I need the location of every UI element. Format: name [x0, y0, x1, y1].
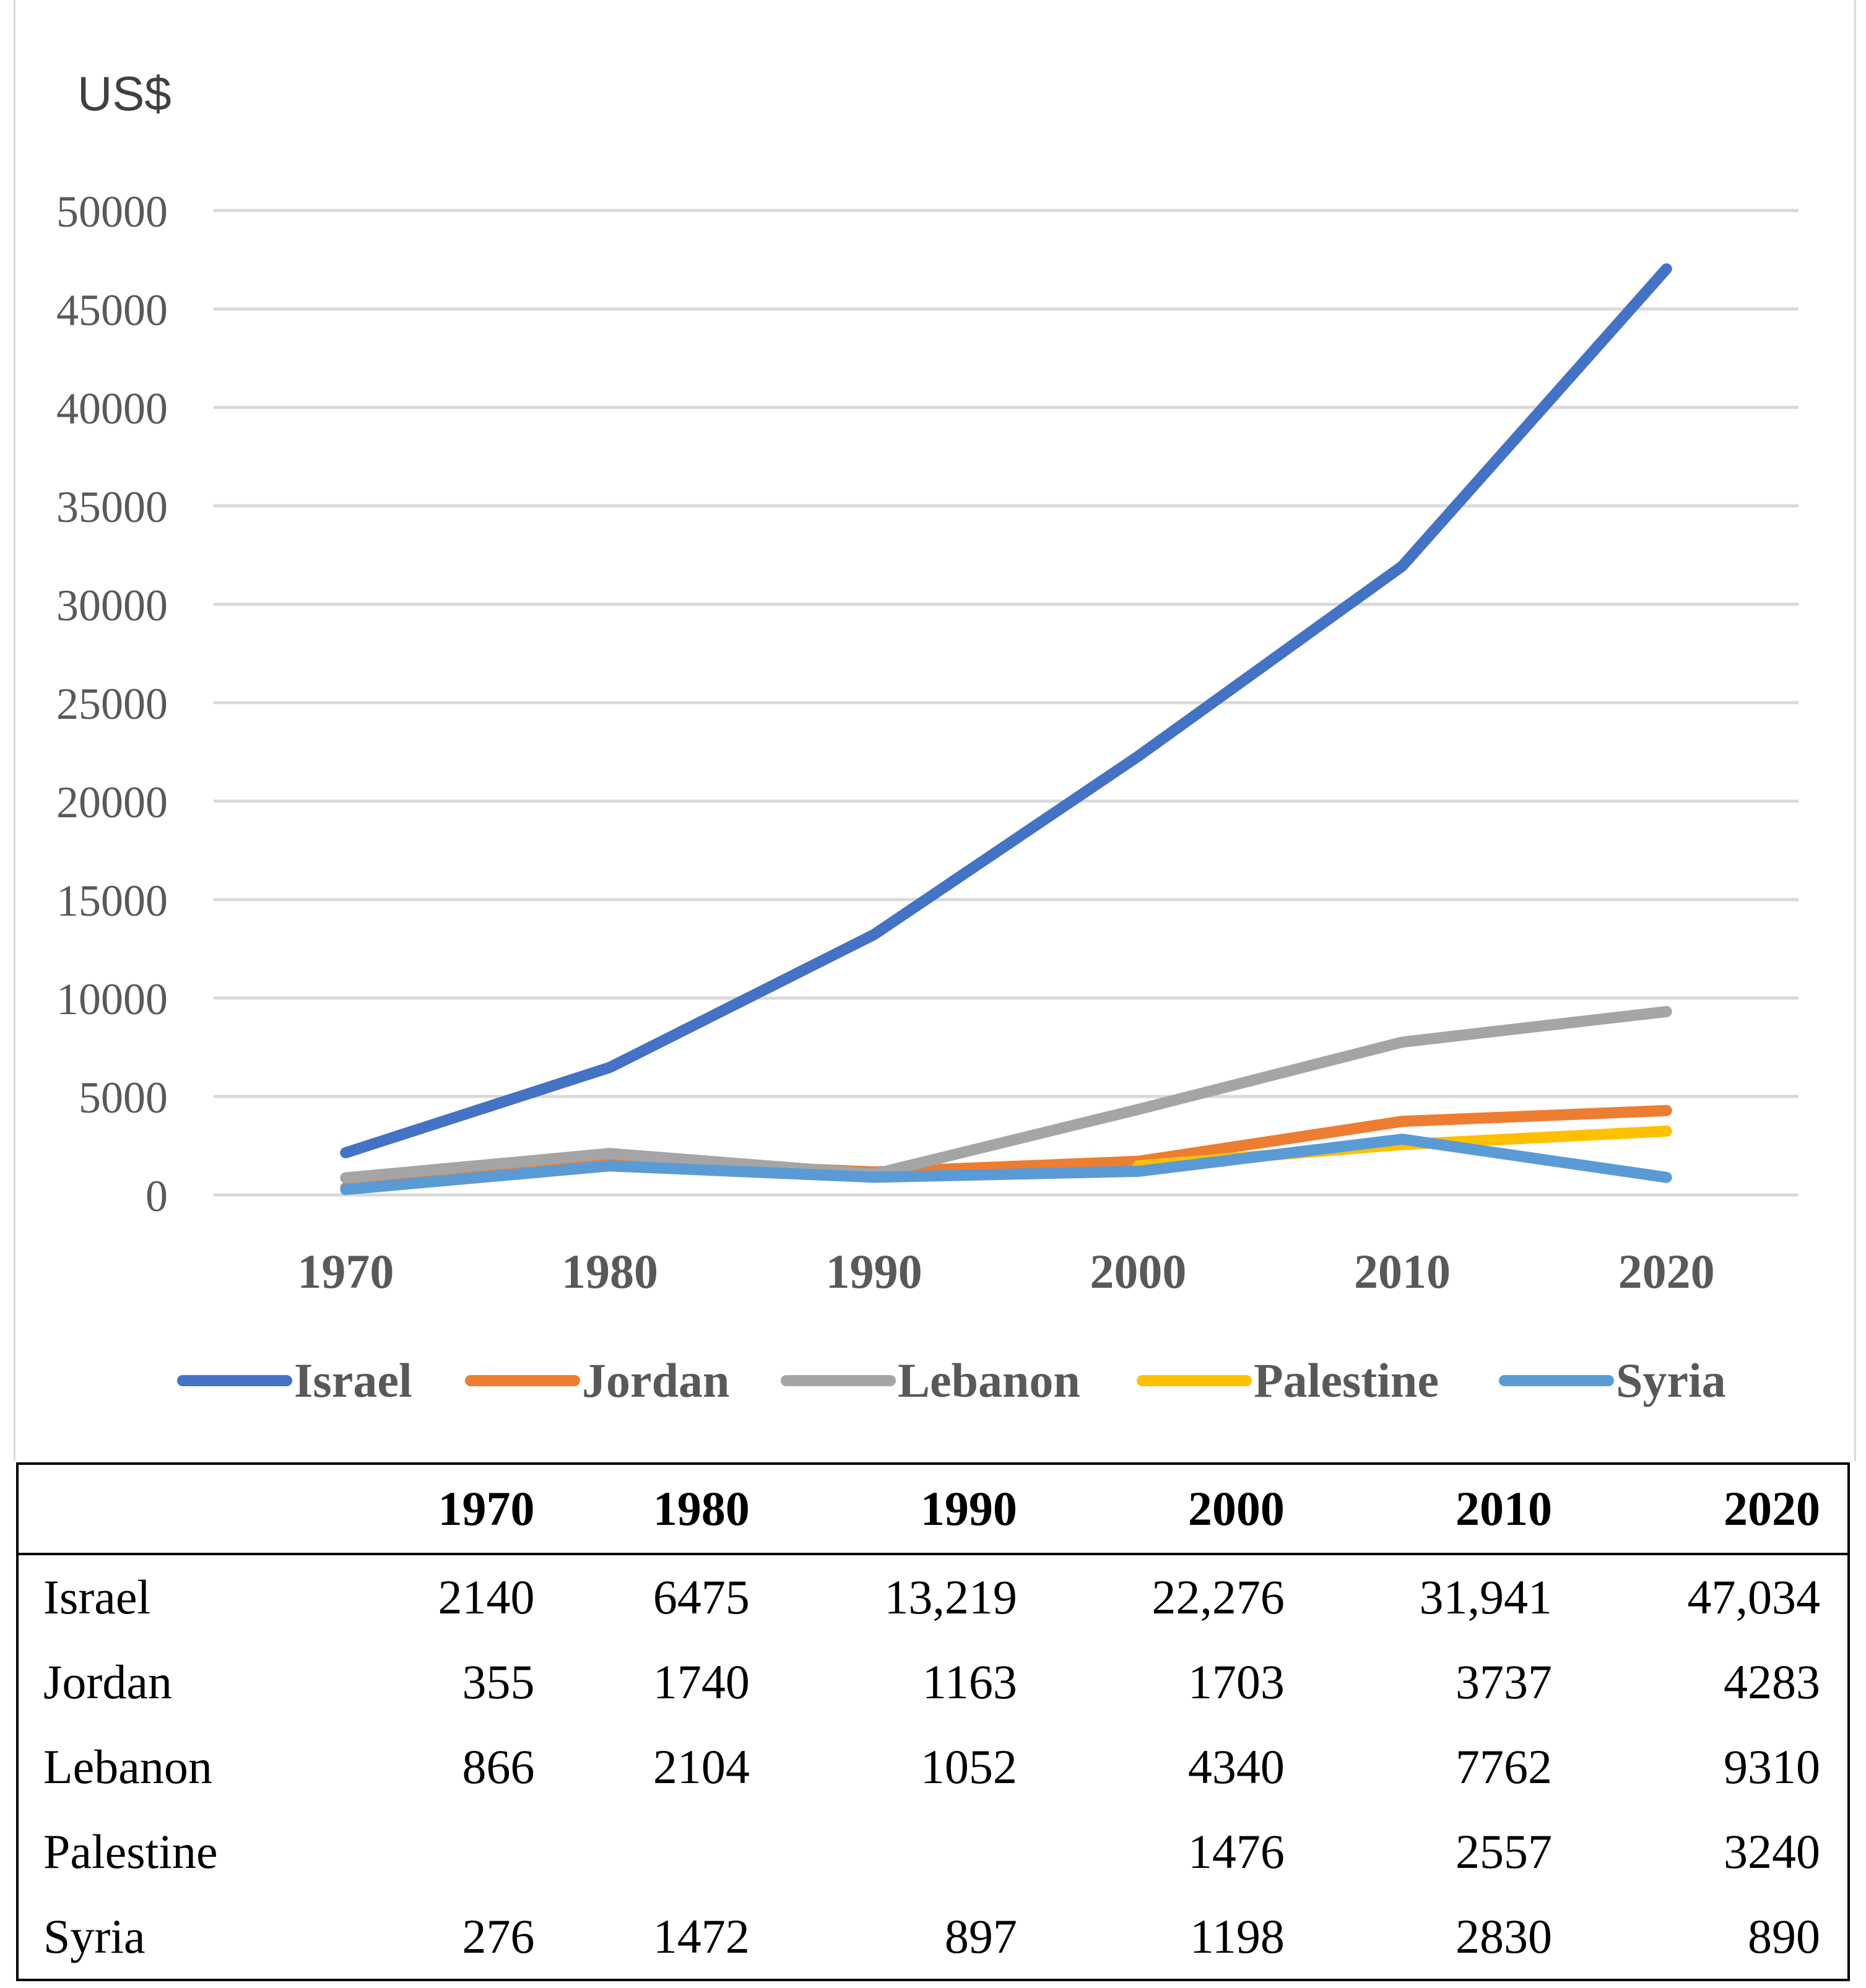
table-cell: 9310 [1724, 1739, 1820, 1794]
data-table: 1970 1980 1990 2000 2010 2020 Israel 214… [16, 1462, 1850, 1981]
x-tick-label: 1970 [297, 1244, 394, 1298]
y-tick-label: 25000 [56, 679, 168, 729]
y-tick-label: 45000 [56, 285, 168, 335]
table-cell: 897 [944, 1909, 1017, 1963]
table-cell: 1703 [1187, 1655, 1285, 1709]
table-cell: 1052 [920, 1739, 1017, 1794]
table-cell: 13,219 [884, 1570, 1017, 1625]
table-row: Syria 276 1472 897 1198 2830 890 [17, 1894, 1849, 1980]
table-cell: 866 [462, 1739, 535, 1794]
table-row-label: Palestine [43, 1824, 218, 1878]
table-header-cell: 1970 [347, 1464, 562, 1555]
table-cell: 1476 [1187, 1824, 1285, 1878]
series-line-israel [340, 263, 1672, 1158]
table-cell: 4340 [1187, 1739, 1285, 1794]
table-row-label: Jordan [43, 1655, 172, 1709]
table-cell: 2140 [438, 1570, 535, 1625]
series-line-lebanon [340, 1005, 1672, 1184]
y-axis-label: US$ [77, 66, 171, 121]
y-tick-label: 50000 [56, 187, 168, 237]
table-cell: 6475 [653, 1570, 750, 1625]
table-row-label: Lebanon [43, 1739, 212, 1794]
y-axis-ticks: 0 5000 10000 15000 20000 25000 30000 35000 40000… [56, 187, 168, 1221]
table-cell: 7762 [1455, 1739, 1552, 1794]
table-cell: 2830 [1455, 1909, 1552, 1963]
table-cell: 1163 [922, 1655, 1017, 1709]
x-tick-label: 1980 [562, 1244, 658, 1298]
table-header-row: 1970 1980 1990 2000 2010 2020 [17, 1464, 1849, 1555]
table-row: Israel 2140 6475 13,219 22,276 31,941 47… [17, 1554, 1849, 1640]
table-cell [562, 1809, 776, 1894]
y-tick-label: 30000 [56, 581, 168, 630]
table-row-label: Israel [43, 1570, 151, 1625]
legend-label-palestine: Palestine [1254, 1353, 1439, 1407]
legend-label-jordan: Jordan [582, 1353, 729, 1407]
y-tick-label: 5000 [79, 1073, 168, 1122]
y-tick-label: 10000 [56, 974, 168, 1024]
table-cell: 47,034 [1687, 1570, 1821, 1625]
table-row: Jordan 355 1740 1163 1703 3737 4283 [17, 1640, 1849, 1725]
x-tick-label: 2000 [1090, 1244, 1186, 1298]
table-header-cell: 2020 [1579, 1464, 1849, 1555]
table-cell [777, 1809, 1044, 1894]
table-cell: 2104 [653, 1739, 750, 1794]
table-cell [347, 1809, 562, 1894]
table-cell: 276 [462, 1909, 535, 1963]
table-row-label: Syria [43, 1909, 145, 1963]
x-tick-label: 2010 [1354, 1244, 1451, 1298]
table-cell: 890 [1748, 1909, 1820, 1963]
y-tick-label: 40000 [56, 384, 168, 433]
legend-label-israel: Israel [294, 1353, 412, 1407]
series-lines [340, 263, 1672, 1196]
x-tick-label: 1990 [826, 1244, 922, 1298]
y-tick-label: 15000 [56, 876, 168, 926]
table-cell: 2557 [1455, 1824, 1552, 1878]
table-cell: 1740 [653, 1655, 750, 1709]
y-tick-label: 20000 [56, 778, 168, 827]
table-row: Palestine 1476 2557 3240 [17, 1809, 1849, 1894]
table-header-cell: 2010 [1311, 1464, 1579, 1555]
chart-area: 0 5000 10000 15000 20000 25000 30000 35000 40000… [14, 0, 1856, 1461]
table-cell: 31,941 [1419, 1570, 1552, 1625]
table-cell: 1472 [653, 1909, 750, 1963]
table-corner-cell [17, 1464, 347, 1555]
x-tick-label: 2020 [1618, 1244, 1715, 1298]
table-row: Lebanon 866 2104 1052 4340 7762 9310 [17, 1725, 1849, 1810]
y-tick-label: 0 [145, 1171, 168, 1221]
table-cell: 1198 [1189, 1909, 1285, 1963]
gridlines [214, 209, 1799, 1197]
table-cell: 3240 [1724, 1824, 1820, 1878]
x-axis-ticks: 1970 1980 1990 2000 2010 2020 [297, 1244, 1714, 1298]
table-cell: 3737 [1455, 1655, 1552, 1709]
line-chart: 0 5000 10000 15000 20000 25000 30000 35000 40000… [56, 66, 1799, 1407]
table-cell: 22,276 [1152, 1570, 1285, 1625]
series-line-syria [340, 1134, 1672, 1196]
table-header-cell: 1980 [562, 1464, 777, 1555]
table-header-cell: 1990 [776, 1464, 1044, 1555]
legend: Israel Jordan Lebanon Palestine Syria [177, 1353, 1726, 1407]
table-header-cell: 2000 [1044, 1464, 1312, 1555]
y-tick-label: 35000 [56, 482, 168, 532]
table-cell: 355 [462, 1655, 535, 1709]
legend-label-lebanon: Lebanon [898, 1353, 1080, 1407]
legend-label-syria: Syria [1616, 1353, 1726, 1407]
table-cell: 4283 [1724, 1655, 1820, 1709]
